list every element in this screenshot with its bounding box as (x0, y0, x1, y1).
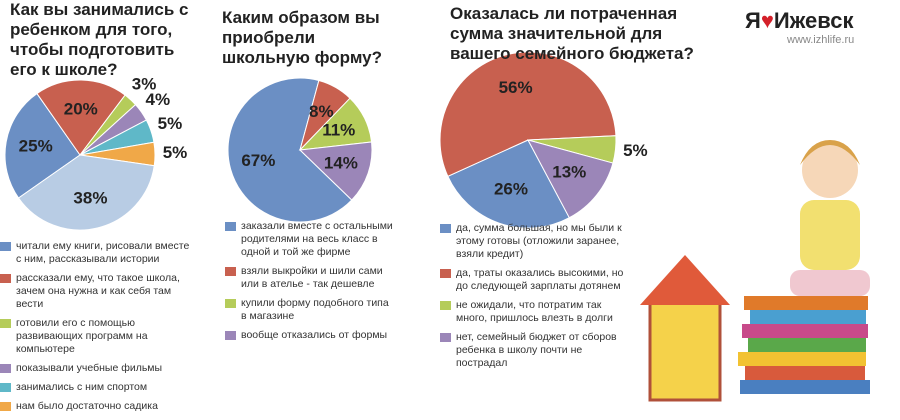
legend-swatch (0, 242, 11, 251)
logo-url: www.izhlife.ru (787, 34, 855, 46)
legend-label: купили форму подобного типа в магазине (241, 297, 389, 322)
legend-swatch (440, 301, 451, 310)
legend-label: рассказали ему, что такое школа, зачем о… (16, 272, 180, 310)
legend-item: рассказали ему, что такое школа, зачем о… (0, 272, 190, 311)
pie-slice (439, 51, 617, 178)
legend-swatch (440, 333, 451, 342)
legend-swatch (225, 267, 236, 276)
heart-icon: ♥ (760, 8, 774, 33)
legend-label: занимались с ним спортом (16, 381, 148, 393)
legend-item: заказали вместе с остальными родителями … (225, 220, 395, 259)
legend: заказали вместе с остальными родителями … (225, 220, 395, 348)
pie-slice (298, 141, 373, 201)
legend: читали ему книги, рисовали вместе с ним,… (0, 240, 190, 420)
slice-label: 5% (623, 141, 648, 160)
chart-title: Как вы занимались с ребенком для того, ч… (10, 0, 189, 79)
slice-label: 20% (64, 99, 98, 118)
legend-item: занимались с ним спортом (0, 381, 190, 394)
pie-slice (4, 92, 81, 199)
slice-label: 38% (73, 188, 107, 207)
legend-item: купили форму подобного типа в магазине (225, 297, 395, 323)
slice-label: 8% (309, 102, 334, 121)
legend-label: да, траты оказались высокими, но до след… (456, 267, 624, 292)
chart-title: Каким образом вы приобрели школьную форм… (222, 8, 383, 67)
legend-swatch (0, 274, 11, 283)
slice-label: 67% (241, 151, 275, 170)
legend-item: читали ему книги, рисовали вместе с ним,… (0, 240, 190, 266)
legend-label: заказали вместе с остальными родителями … (241, 220, 393, 258)
slice-label: 5% (158, 114, 183, 133)
logo-right: Ижевск (773, 8, 854, 33)
legend-label: читали ему книги, рисовали вместе с ним,… (16, 240, 190, 265)
legend-label: не ожидали, что потратим так много, приш… (456, 299, 613, 324)
illustration (640, 140, 870, 402)
slice-label: 5% (163, 143, 188, 162)
legend-swatch (225, 222, 236, 231)
legend-item: взяли выкройки и шили сами или в ателье … (225, 265, 395, 291)
pie-slice (36, 79, 126, 156)
legend-label: нам было достаточно садика (16, 400, 158, 412)
slice-label: 26% (494, 179, 528, 198)
legend-item: нам было достаточно садика (0, 400, 190, 413)
legend-label: да, сумма большая, но мы были к этому го… (456, 222, 622, 260)
legend-label: показывали учебные фильмы (16, 362, 163, 374)
slice-label: 4% (146, 90, 171, 109)
slice-label: 14% (324, 153, 358, 172)
pie-slice (447, 139, 570, 229)
legend-swatch (0, 319, 11, 328)
pie-slice (17, 154, 155, 231)
legend-label: взяли выкройки и шили сами или в ателье … (241, 265, 383, 290)
legend-swatch (225, 331, 236, 340)
pie-slice (227, 77, 353, 223)
legend-swatch (440, 269, 451, 278)
legend-item: да, траты оказались высокими, но до след… (440, 267, 630, 293)
slice-label: 25% (19, 137, 53, 156)
legend-item: готовили его с помощью развивающих прогр… (0, 317, 190, 356)
legend-item: да, сумма большая, но мы были к этому го… (440, 222, 630, 261)
logo: Я♥Ижевск www.izhlife.ru (745, 8, 854, 46)
legend-label: нет, семейный бюджет от сборов ребенка в… (456, 331, 617, 369)
slice-label: 13% (552, 162, 586, 181)
legend-swatch (0, 383, 11, 392)
legend-swatch (225, 299, 236, 308)
slice-label: 3% (132, 74, 157, 93)
legend: да, сумма большая, но мы были к этому го… (440, 222, 630, 376)
legend-item: не ожидали, что потратим так много, приш… (440, 299, 630, 325)
legend-swatch (440, 224, 451, 233)
legend-swatch (0, 402, 11, 411)
chart-title: Оказалась ли потраченная сумма значитель… (450, 4, 694, 63)
legend-swatch (0, 364, 11, 373)
slice-label: 56% (499, 78, 533, 97)
logo-left: Я (745, 8, 761, 33)
legend-item: показывали учебные фильмы (0, 362, 190, 375)
pie-slice (527, 139, 614, 219)
slice-label: 11% (322, 120, 355, 139)
legend-item: вообще отказались от формы (225, 329, 395, 342)
legend-label: готовили его с помощью развивающих прогр… (16, 317, 148, 355)
legend-item: нет, семейный бюджет от сборов ребенка в… (440, 331, 630, 370)
legend-label: вообще отказались от формы (241, 329, 388, 341)
